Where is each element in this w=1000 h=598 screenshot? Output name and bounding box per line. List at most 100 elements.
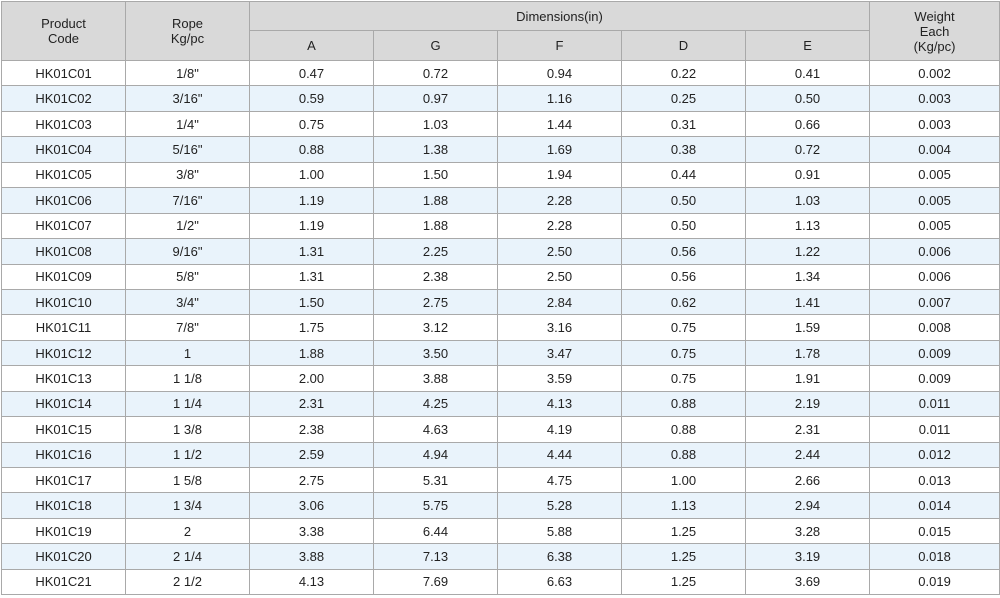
cell-weight: 0.012 (869, 441, 1000, 469)
cell-product-code: HK01C08 (1, 238, 126, 265)
cell-f: 2.50 (497, 263, 622, 290)
cell-d: 0.62 (621, 288, 746, 316)
table-row: HK01C03 1/4" 0.75 1.03 1.44 0.31 0.66 0.003 (1, 110, 1000, 138)
cell-e: 1.13 (744, 212, 871, 240)
cell-a: 1.00 (249, 161, 374, 189)
cell-e: 1.41 (744, 288, 871, 316)
cell-g: 0.97 (373, 85, 498, 112)
cell-d: 0.88 (621, 390, 746, 418)
cell-weight: 0.005 (869, 161, 1000, 189)
table-body: HK01C01 1/8" 0.47 0.72 0.94 0.22 0.41 0.002 HK01… (1, 59, 1000, 596)
cell-rope: 1 1/8 (125, 365, 250, 392)
cell-a: 0.88 (249, 136, 374, 163)
cell-weight: 0.004 (869, 136, 1000, 163)
cell-g: 2.25 (373, 238, 498, 265)
cell-weight: 0.002 (869, 59, 1000, 87)
cell-weight: 0.006 (869, 238, 1000, 265)
cell-e: 1.34 (744, 263, 871, 290)
cell-rope: 2 1/4 (125, 543, 250, 570)
table-row: HK01C02 3/16" 0.59 0.97 1.16 0.25 0.50 0.003 (1, 85, 1000, 112)
cell-d: 0.88 (621, 416, 746, 443)
cell-product-code: HK01C20 (1, 543, 126, 570)
table-row: HK01C05 3/8" 1.00 1.50 1.94 0.44 0.91 0.005 (1, 161, 1000, 189)
cell-g: 1.03 (373, 110, 498, 138)
cell-weight: 0.011 (869, 416, 1000, 443)
cell-rope: 1 1/4 (125, 390, 250, 418)
cell-d: 0.56 (621, 238, 746, 265)
cell-weight: 0.008 (869, 314, 1000, 341)
table-row: HK01C07 1/2" 1.19 1.88 2.28 0.50 1.13 0.005 (1, 212, 1000, 240)
cell-d: 0.88 (621, 441, 746, 469)
cell-rope: 1/8" (125, 59, 250, 87)
cell-product-code: HK01C11 (1, 314, 126, 341)
cell-rope: 1 3/8 (125, 416, 250, 443)
cell-d: 1.25 (621, 568, 746, 596)
cell-product-code: HK01C16 (1, 441, 126, 469)
header-d: D (621, 30, 746, 61)
cell-rope: 1 1/2 (125, 441, 250, 469)
cell-rope: 2 1/2 (125, 568, 250, 596)
cell-g: 1.88 (373, 212, 498, 240)
cell-e: 0.91 (744, 161, 871, 189)
cell-f: 1.94 (497, 161, 622, 189)
table-row: HK01C20 2 1/4 3.88 7.13 6.38 1.25 3.19 0.018 (1, 543, 1000, 570)
cell-rope: 3/4" (125, 288, 250, 316)
cell-e: 3.28 (744, 517, 871, 545)
cell-d: 1.00 (621, 466, 746, 494)
cell-g: 4.25 (373, 390, 498, 418)
cell-e: 1.22 (744, 238, 871, 265)
table-row: HK01C16 1 1/2 2.59 4.94 4.44 0.88 2.44 0.012 (1, 441, 1000, 469)
cell-g: 7.13 (373, 543, 498, 570)
cell-weight: 0.013 (869, 466, 1000, 494)
cell-f: 2.28 (497, 212, 622, 240)
cell-a: 2.38 (249, 416, 374, 443)
cell-product-code: HK01C02 (1, 85, 126, 112)
cell-d: 1.25 (621, 517, 746, 545)
cell-g: 0.72 (373, 59, 498, 87)
header-a: A (249, 30, 374, 61)
cell-e: 2.44 (744, 441, 871, 469)
cell-a: 3.88 (249, 543, 374, 570)
header-product-code: Product Code (1, 1, 126, 61)
cell-weight: 0.014 (869, 492, 1000, 519)
cell-rope: 1/2" (125, 212, 250, 240)
header-e: E (744, 30, 871, 61)
cell-d: 0.31 (621, 110, 746, 138)
cell-product-code: HK01C07 (1, 212, 126, 240)
table-row: HK01C21 2 1/2 4.13 7.69 6.63 1.25 3.69 0.019 (1, 568, 1000, 596)
cell-rope: 5/16" (125, 136, 250, 163)
cell-product-code: HK01C18 (1, 492, 126, 519)
header-weight: Weight Each (Kg/pc) (869, 1, 1000, 61)
cell-e: 1.03 (744, 187, 871, 214)
cell-g: 4.94 (373, 441, 498, 469)
cell-product-code: HK01C05 (1, 161, 126, 189)
cell-a: 0.59 (249, 85, 374, 112)
cell-g: 2.75 (373, 288, 498, 316)
cell-rope: 1 3/4 (125, 492, 250, 519)
cell-weight: 0.011 (869, 390, 1000, 418)
cell-e: 1.91 (744, 365, 871, 392)
cell-a: 3.06 (249, 492, 374, 519)
cell-d: 0.44 (621, 161, 746, 189)
cell-a: 1.50 (249, 288, 374, 316)
table-row: HK01C06 7/16" 1.19 1.88 2.28 0.50 1.03 0.005 (1, 187, 1000, 214)
header-rope: Rope Kg/pc (125, 1, 250, 61)
cell-product-code: HK01C12 (1, 339, 126, 367)
cell-d: 0.38 (621, 136, 746, 163)
cell-g: 1.50 (373, 161, 498, 189)
cell-a: 2.31 (249, 390, 374, 418)
cell-d: 1.13 (621, 492, 746, 519)
cell-a: 1.19 (249, 212, 374, 240)
cell-d: 0.22 (621, 59, 746, 87)
table-row: HK01C17 1 5/8 2.75 5.31 4.75 1.00 2.66 0.013 (1, 466, 1000, 494)
header-weight-label: Weight Each (Kg/pc) (913, 8, 956, 54)
header-f: F (497, 30, 622, 61)
cell-product-code: HK01C15 (1, 416, 126, 443)
cell-e: 2.19 (744, 390, 871, 418)
cell-product-code: HK01C21 (1, 568, 126, 596)
cell-f: 6.38 (497, 543, 622, 570)
cell-rope: 7/8" (125, 314, 250, 341)
cell-g: 4.63 (373, 416, 498, 443)
cell-g: 3.12 (373, 314, 498, 341)
